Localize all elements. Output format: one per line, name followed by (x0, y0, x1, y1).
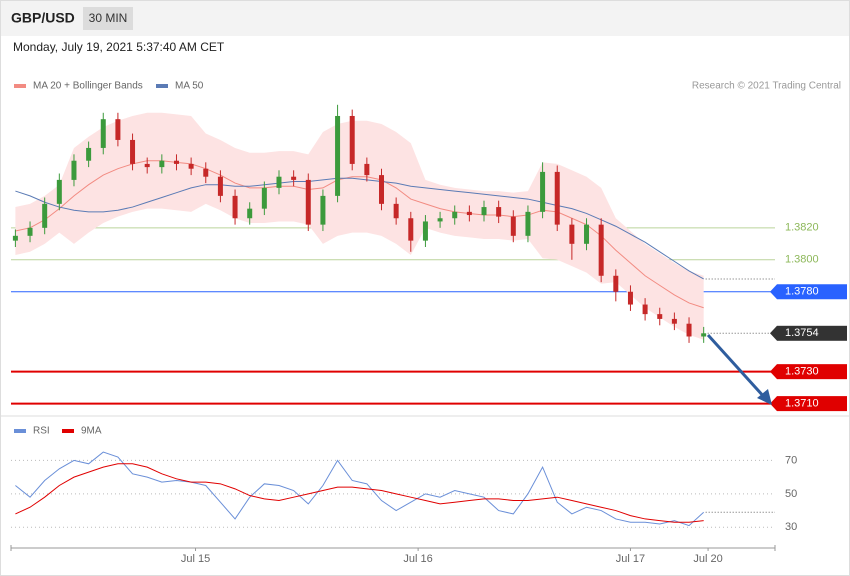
candle-body (188, 163, 194, 169)
candle-body (554, 171, 560, 225)
candle-body (701, 333, 707, 337)
candle-body (408, 218, 414, 241)
candle-body (56, 179, 62, 204)
y-tick-label: 30 (785, 521, 797, 533)
level-label-pointer (770, 284, 777, 300)
price-pane: 1.3820 1.3800 1.3780 1.3754 1.3730 1.3710 MA 2… (11, 81, 847, 412)
candle-body (481, 207, 487, 216)
candle-body (393, 203, 399, 219)
candle-body (305, 179, 311, 225)
candle-body (642, 304, 648, 315)
candle-body (130, 139, 136, 164)
candle-body (291, 176, 297, 180)
candle-body (496, 207, 502, 217)
candle-body (71, 160, 77, 180)
candle-body (86, 147, 92, 161)
candle-body (115, 119, 121, 140)
level-label-box (777, 325, 847, 341)
legend-label: RSI (33, 426, 50, 437)
level-label: 1.3780 (785, 286, 819, 298)
candle-body (217, 176, 223, 196)
candle-body (569, 224, 575, 244)
candle-body (364, 163, 370, 176)
level-label-box (777, 396, 847, 412)
legend-swatch (14, 429, 26, 433)
candle-body (452, 211, 458, 219)
level-label-pointer (770, 396, 777, 412)
candle-body (27, 227, 33, 236)
forecast-arrow (706, 333, 767, 400)
candle-body (671, 318, 677, 324)
level-label-box (777, 284, 847, 300)
y-tick-label: 50 (785, 488, 797, 500)
legend-swatch (156, 84, 168, 88)
candle-body (159, 160, 165, 168)
candle-body (422, 221, 428, 241)
level-label-pointer (770, 364, 777, 380)
level-label-box (777, 364, 847, 380)
candle-body (42, 203, 48, 228)
candle-body (173, 160, 179, 164)
candle-body (261, 187, 267, 209)
x-tick-label: Jul 20 (693, 553, 722, 565)
legend-label: MA 50 (175, 81, 204, 92)
candle-body (379, 175, 385, 204)
bollinger-band (15, 112, 704, 340)
candle-body (584, 224, 590, 244)
header-bar (0, 0, 850, 36)
ma-line (15, 177, 704, 280)
candle-body (100, 119, 106, 148)
timestamp: Monday, July 19, 2021 5:37:40 AM CET (13, 40, 225, 54)
candle-body (525, 211, 531, 236)
candle-body (510, 216, 516, 236)
legend-label: MA 20 + Bollinger Bands (33, 81, 143, 92)
symbol: GBP/USD (11, 10, 75, 26)
candle-body (437, 218, 443, 222)
candle-body (320, 195, 326, 225)
indicator-line (15, 451, 705, 527)
level-label-pointer (770, 325, 777, 341)
level-label: 1.3710 (785, 398, 819, 410)
level-label: 1.3820 (785, 222, 819, 234)
y-tick-label: 70 (785, 454, 797, 466)
x-tick-label: Jul 17 (616, 553, 645, 565)
level-label: 1.3800 (785, 254, 819, 266)
arrow-head (757, 389, 772, 405)
legend-label: 9MA (81, 426, 102, 437)
legend-swatch (62, 429, 74, 433)
candle-body (598, 224, 604, 276)
candle-body (276, 176, 282, 188)
candle-body (657, 314, 663, 319)
x-tick-label: Jul 16 (403, 553, 432, 565)
candle-body (466, 211, 472, 216)
legend-swatch (14, 84, 26, 88)
timeframe: 30 MIN (89, 11, 128, 25)
candle-body (12, 235, 18, 241)
candle-body (247, 208, 253, 219)
candle-body (335, 115, 341, 196)
level-label: 1.3730 (785, 366, 819, 378)
candle-body (144, 163, 150, 168)
candle-body (349, 115, 355, 164)
candle-body (232, 195, 238, 219)
timeframe-badge (83, 7, 133, 30)
candle-body (203, 168, 209, 177)
level-label: 1.3754 (785, 327, 819, 339)
x-tick-label: Jul 15 (181, 553, 210, 565)
candle-body (613, 275, 619, 292)
source: Research © 2021 Trading Central (692, 81, 841, 92)
candle-body (627, 291, 633, 305)
candle-body (540, 171, 546, 212)
indicator-line (15, 463, 704, 523)
candle-body (686, 323, 692, 337)
rsi-pane: 70 50 30 RSI 9MA Jul 15 Jul 16 Jul 17 Jul 20 (10, 426, 797, 565)
